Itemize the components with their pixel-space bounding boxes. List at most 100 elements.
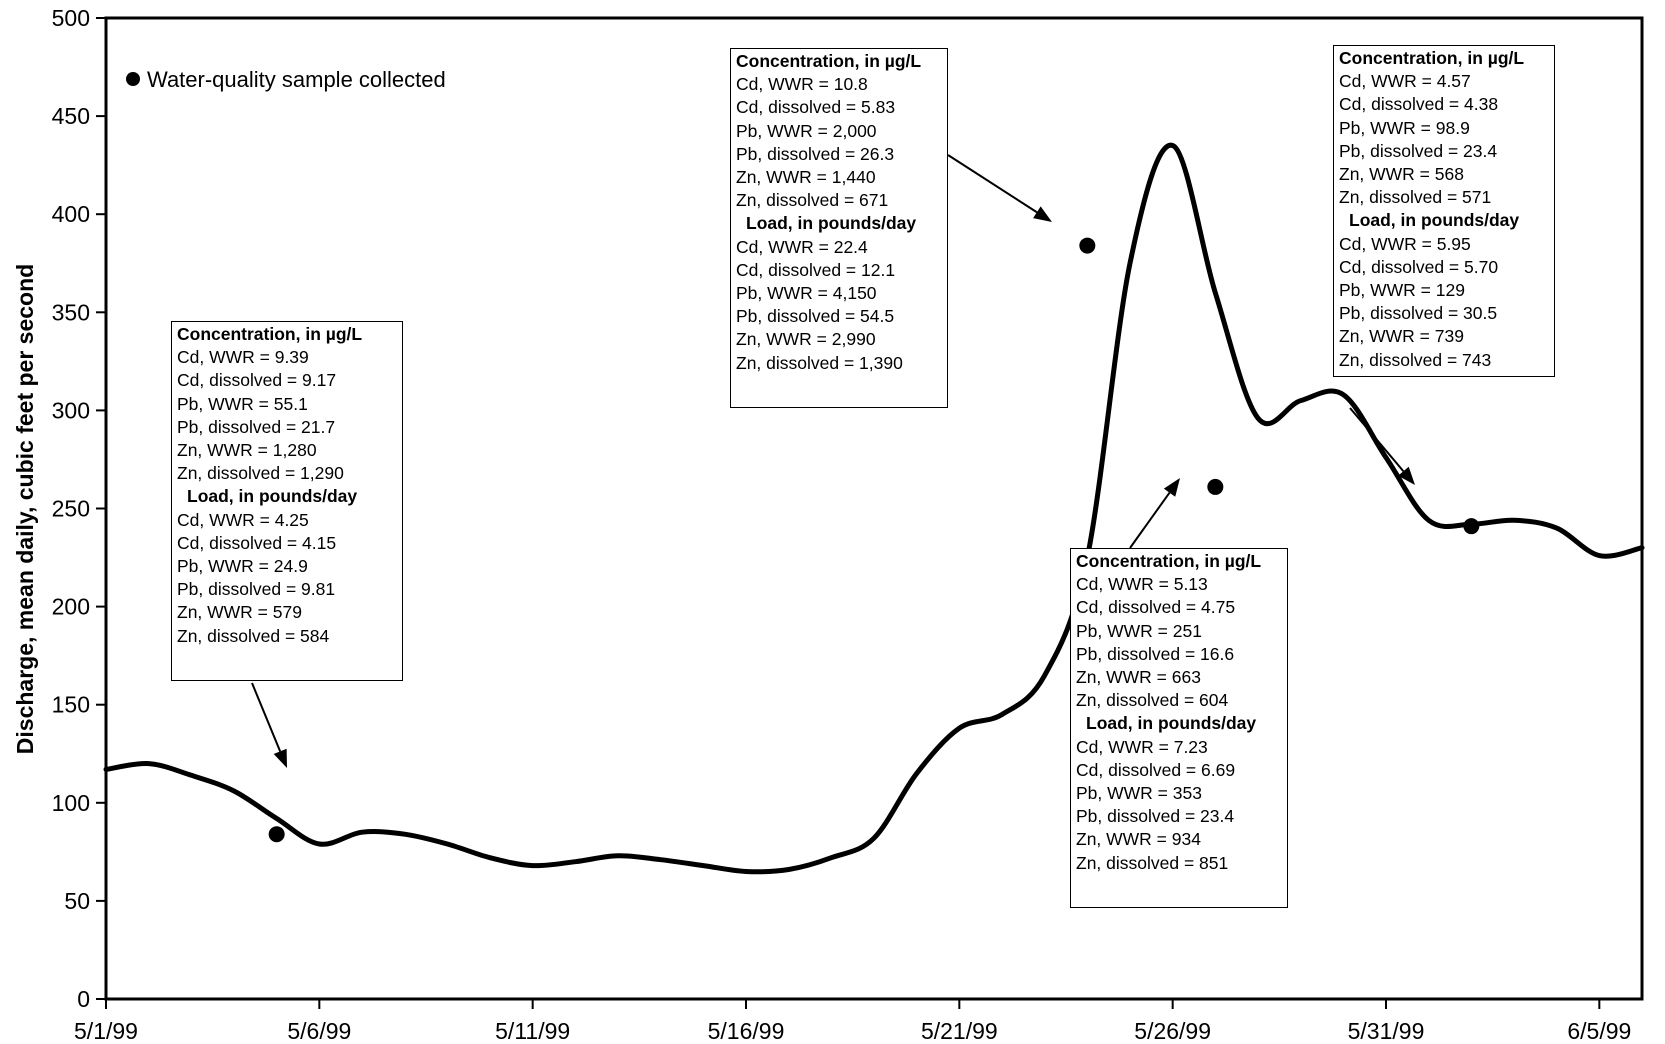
concentration-value: Pb, dissolved = 26.3 (736, 143, 895, 164)
annotation-box: Concentration, in µg/L Cd, WWR = 5.13 Cd, … (1070, 548, 1288, 908)
concentration-value: Cd, WWR = 9.39 (177, 347, 309, 368)
y-axis-title: Discharge, mean daily, cubic feet per se… (12, 264, 38, 754)
x-tick-label-2: 5/11/99 (495, 1018, 570, 1044)
annotation-arrow-head-3 (1398, 466, 1415, 485)
load-value: Pb, dissolved = 30.5 (1339, 303, 1498, 324)
annotation-box: Concentration, in µg/L Cd, WWR = 4.57 Cd, … (1333, 45, 1555, 377)
y-tick-label-2: 100 (52, 790, 90, 816)
concentration-value: Zn, dissolved = 671 (736, 190, 889, 211)
x-tick-label-1: 5/6/99 (287, 1018, 351, 1044)
concentration-value: Zn, WWR = 1,280 (177, 440, 317, 461)
concentration-value: Cd, dissolved = 4.38 (1339, 94, 1499, 115)
annotation-arrow-head-0 (273, 748, 287, 768)
x-tick-label-6: 5/31/99 (1348, 1018, 1425, 1044)
annotation-arrow-line-2 (1129, 492, 1171, 549)
load-header: Load, in pounds/day (1086, 713, 1257, 734)
concentration-value: Pb, WWR = 98.9 (1339, 117, 1470, 138)
y-tick-label-0: 0 (77, 986, 90, 1012)
annotation-box: Concentration, in µg/L Cd, WWR = 10.8 Cd, … (730, 48, 948, 408)
load-value: Pb, dissolved = 9.81 (177, 579, 336, 600)
concentration-value: Pb, WWR = 2,000 (736, 120, 877, 141)
annotation-arrow-head-1 (1033, 206, 1052, 222)
y-tick-label-8: 400 (52, 201, 90, 227)
load-value: Cd, WWR = 22.4 (736, 236, 868, 257)
load-value: Cd, dissolved = 4.15 (177, 532, 337, 553)
load-value: Zn, dissolved = 584 (177, 625, 330, 646)
x-tick-label-7: 6/5/99 (1567, 1018, 1631, 1044)
load-value: Zn, dissolved = 743 (1339, 349, 1492, 370)
y-tick-label-5: 250 (52, 496, 90, 522)
y-tick-label-10: 500 (52, 5, 90, 31)
x-tick-label-4: 5/21/99 (921, 1018, 998, 1044)
load-header: Load, in pounds/day (1349, 210, 1520, 231)
concentration-value: Zn, dissolved = 571 (1339, 187, 1492, 208)
load-value: Cd, WWR = 7.23 (1076, 736, 1208, 757)
annotation-arrows (251, 154, 1415, 768)
y-axis: 0 50 100 150 200 250 300 350 400 450 500 (52, 5, 106, 1012)
sample-points (268, 237, 1480, 843)
x-tick-label-5: 5/26/99 (1134, 1018, 1211, 1044)
concentration-value: Pb, dissolved = 23.4 (1339, 140, 1498, 161)
concentration-value: Zn, dissolved = 604 (1076, 690, 1229, 711)
concentration-header: Concentration, in µg/L (1339, 48, 1525, 68)
load-value: Zn, dissolved = 851 (1076, 852, 1229, 873)
load-value: Zn, WWR = 2,990 (736, 329, 876, 350)
load-header: Load, in pounds/day (187, 486, 358, 507)
load-value: Cd, dissolved = 12.1 (736, 259, 896, 280)
load-value: Pb, dissolved = 23.4 (1076, 806, 1235, 827)
concentration-header: Concentration, in µg/L (177, 324, 363, 344)
y-tick-label-3: 150 (52, 692, 90, 718)
concentration-value: Zn, WWR = 663 (1076, 667, 1201, 688)
x-axis: 5/1/99 5/6/99 5/11/99 5/16/99 5/21/99 5/26/99… (74, 999, 1631, 1044)
annotation-arrow-line-0 (251, 682, 282, 752)
y-tick-label-6: 300 (52, 397, 90, 423)
load-value: Cd, WWR = 4.25 (177, 509, 309, 530)
concentration-value: Cd, dissolved = 5.83 (736, 97, 896, 118)
concentration-value: Cd, WWR = 4.57 (1339, 71, 1471, 92)
annotation-arrow-head-2 (1163, 478, 1180, 497)
legend-label: Water-quality sample collected (147, 67, 446, 92)
load-value: Zn, WWR = 739 (1339, 326, 1464, 347)
load-value: Zn, WWR = 579 (177, 602, 302, 623)
annotation-arrow-line-1 (947, 154, 1038, 214)
concentration-value: Cd, dissolved = 4.75 (1076, 597, 1236, 618)
concentration-value: Pb, dissolved = 21.7 (177, 416, 336, 437)
y-tick-label-4: 200 (52, 594, 90, 620)
sample-point-1 (1079, 237, 1096, 254)
load-value: Cd, dissolved = 5.70 (1339, 256, 1499, 277)
sample-point-0 (268, 826, 285, 843)
concentration-value: Cd, WWR = 5.13 (1076, 574, 1208, 595)
x-tick-label-3: 5/16/99 (708, 1018, 785, 1044)
sample-point-3 (1463, 518, 1480, 535)
y-tick-label-1: 50 (64, 888, 90, 914)
legend: Water-quality sample collected (126, 67, 446, 92)
load-value: Cd, dissolved = 6.69 (1076, 759, 1236, 780)
annotation-box: Concentration, in µg/L Cd, WWR = 9.39 Cd, … (171, 321, 403, 681)
sample-point-2 (1207, 478, 1224, 495)
concentration-header: Concentration, in µg/L (736, 51, 922, 71)
load-header: Load, in pounds/day (746, 213, 917, 234)
concentration-value: Cd, dissolved = 9.17 (177, 370, 337, 391)
load-value: Pb, WWR = 353 (1076, 783, 1202, 804)
concentration-value: Pb, WWR = 251 (1076, 620, 1202, 641)
x-tick-label-0: 5/1/99 (74, 1018, 138, 1044)
concentration-value: Zn, dissolved = 1,290 (177, 463, 344, 484)
load-value: Zn, dissolved = 1,390 (736, 352, 903, 373)
concentration-value: Cd, WWR = 10.8 (736, 74, 868, 95)
concentration-value: Zn, WWR = 1,440 (736, 167, 876, 188)
load-value: Pb, WWR = 129 (1339, 280, 1465, 301)
load-value: Pb, dissolved = 54.5 (736, 306, 895, 327)
concentration-value: Pb, WWR = 55.1 (177, 393, 308, 414)
concentration-value: Zn, WWR = 568 (1339, 164, 1464, 185)
y-tick-label-7: 350 (52, 299, 90, 325)
load-value: Pb, WWR = 24.9 (177, 556, 308, 577)
load-value: Zn, WWR = 934 (1076, 829, 1201, 850)
concentration-header: Concentration, in µg/L (1076, 551, 1262, 571)
discharge-series-line (103, 142, 1645, 875)
load-value: Pb, WWR = 4,150 (736, 283, 877, 304)
load-value: Cd, WWR = 5.95 (1339, 233, 1471, 254)
legend-marker (126, 72, 140, 86)
y-tick-label-9: 450 (52, 103, 90, 129)
concentration-value: Pb, dissolved = 16.6 (1076, 643, 1235, 664)
